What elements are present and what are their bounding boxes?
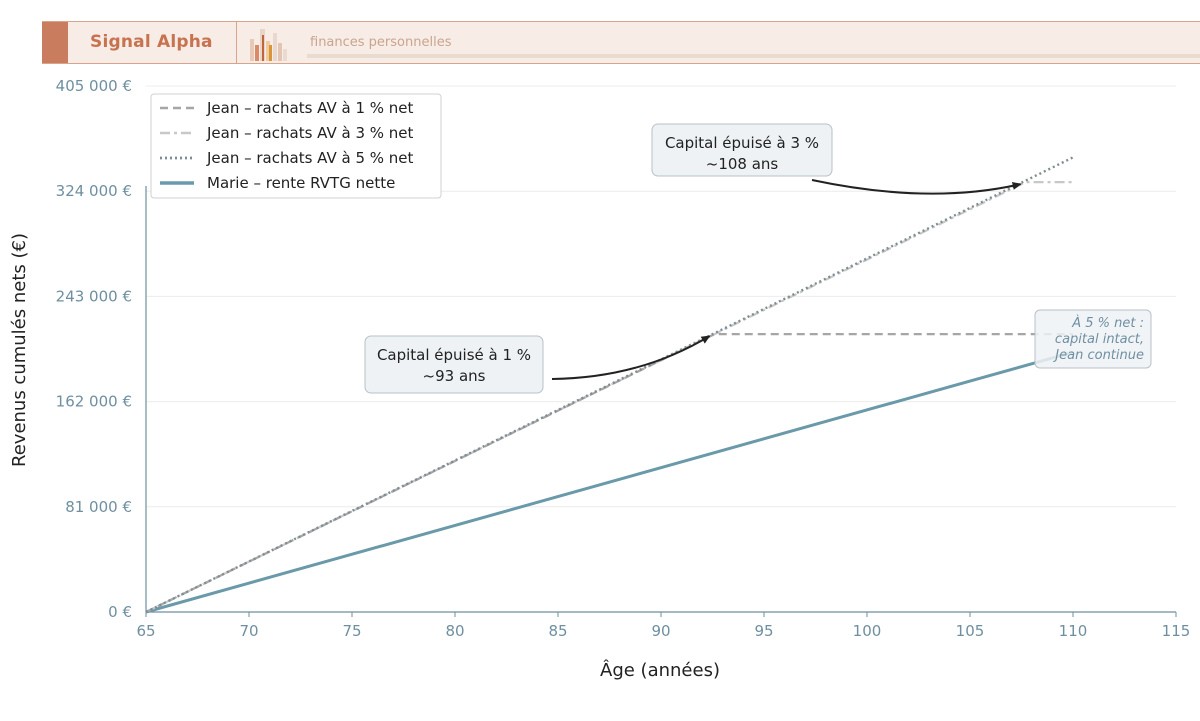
annotations: Capital épuisé à 1 % ~93 ans Capital épuis… bbox=[364, 123, 1152, 394]
x-tick-label: 90 bbox=[651, 622, 670, 640]
annotation-line-2: ~93 ans bbox=[423, 367, 486, 385]
legend-label: Jean – rachats AV à 5 % net bbox=[206, 149, 414, 167]
brand-name[interactable]: Signal Alpha bbox=[90, 32, 213, 52]
annotation-arrow bbox=[551, 335, 711, 380]
note-line: Jean continue bbox=[1052, 348, 1144, 363]
note-line: À 5 % net : bbox=[1071, 315, 1144, 331]
site-tagline: finances personnelles bbox=[310, 35, 452, 50]
x-tick-label: 110 bbox=[1059, 622, 1088, 640]
y-axis-ticks: 0 € 81 000 € 162 000 € 243 000 € 324 000 € 40… bbox=[56, 77, 132, 621]
annotation-line-2: ~108 ans bbox=[706, 155, 779, 173]
x-axis-label: Âge (années) bbox=[600, 659, 720, 681]
annotation-box bbox=[364, 335, 544, 394]
series-line-solid bbox=[145, 350, 1074, 614]
x-axis-ticks: 65 70 75 80 85 90 95 100 105 110 115 bbox=[136, 612, 1190, 640]
note-box bbox=[1034, 309, 1152, 369]
series-line-dashed bbox=[145, 333, 1073, 613]
brand-color-block bbox=[42, 22, 68, 63]
y-tick-label: 405 000 € bbox=[56, 77, 132, 95]
legend: Jean – rachats AV à 1 % net Jean – rachat… bbox=[150, 93, 442, 199]
bar-chart-logo-icon bbox=[250, 29, 287, 61]
x-tick-label: 80 bbox=[445, 622, 464, 640]
y-tick-label: 81 000 € bbox=[65, 498, 132, 516]
annotation-line-1: Capital épuisé à 1 % bbox=[377, 346, 531, 364]
header-divider bbox=[236, 22, 237, 63]
x-tick-label: 75 bbox=[342, 622, 361, 640]
x-tick-label: 95 bbox=[754, 622, 773, 640]
x-tick-label: 70 bbox=[239, 622, 258, 640]
x-tick-label: 65 bbox=[136, 622, 155, 640]
y-tick-label: 162 000 € bbox=[56, 393, 132, 411]
x-tick-label: 100 bbox=[853, 622, 882, 640]
x-tick-label: 105 bbox=[956, 622, 985, 640]
tagline-underline bbox=[307, 54, 1200, 58]
y-tick-label: 243 000 € bbox=[56, 287, 132, 305]
x-tick-label: 115 bbox=[1162, 622, 1191, 640]
legend-label: Jean – rachats AV à 3 % net bbox=[206, 124, 414, 142]
axes bbox=[145, 186, 1176, 613]
series-lines bbox=[145, 156, 1074, 614]
legend-box bbox=[150, 93, 442, 199]
legend-label: Jean – rachats AV à 1 % net bbox=[206, 99, 414, 117]
series-line-dashdot bbox=[145, 181, 1073, 613]
series-line-dotted bbox=[145, 156, 1074, 614]
y-tick-label: 324 000 € bbox=[56, 182, 132, 200]
x-tick-label: 85 bbox=[548, 622, 567, 640]
annotation-box bbox=[651, 123, 833, 177]
annotation-arrow bbox=[811, 179, 1022, 195]
y-tick-label: 0 € bbox=[108, 603, 132, 621]
legend-label: Marie – rente RVTG nette bbox=[207, 174, 395, 192]
annotation-line-1: Capital épuisé à 3 % bbox=[665, 134, 819, 152]
note-line: capital intact, bbox=[1055, 332, 1144, 347]
site-header: Signal Alpha finances personnelles bbox=[42, 21, 1200, 64]
y-axis-label: Revenus cumulés nets (€) bbox=[9, 233, 30, 467]
